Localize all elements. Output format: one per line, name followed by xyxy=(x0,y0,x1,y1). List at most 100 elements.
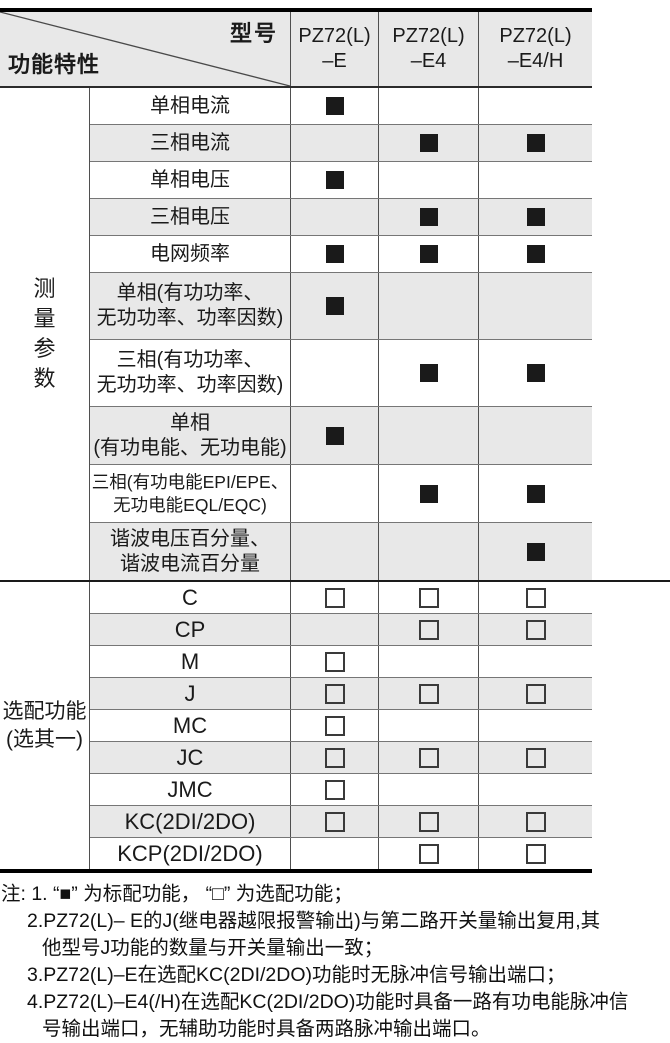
mark-cell xyxy=(378,582,478,613)
feature-label: 电网频率 xyxy=(150,242,230,265)
column-header: PZ72(L) –E4/H xyxy=(478,12,592,86)
optional-feature-mark xyxy=(324,779,345,800)
mark-cell xyxy=(290,273,378,339)
table-row: 单相电流 xyxy=(90,88,592,124)
mark-cell xyxy=(378,88,478,124)
mark-cell xyxy=(478,88,592,124)
table-row: 单相(有功功率、 无功功率、功率因数) xyxy=(90,272,592,339)
table-row: 三相(有功电能EPI/EPE、 无功电能EQL/EQC) xyxy=(90,464,592,522)
mark-cell xyxy=(290,236,378,272)
table-row: 三相(有功功率、 无功功率、功率因数) xyxy=(90,339,592,406)
standard-feature-mark xyxy=(419,484,438,503)
mark-cell xyxy=(290,742,378,773)
feature-label: 三相电压 xyxy=(150,205,230,228)
standard-feature-mark xyxy=(419,245,438,263)
mark-cell xyxy=(378,340,478,406)
standard-feature-mark xyxy=(419,364,438,382)
standard-feature-mark xyxy=(325,245,344,263)
feature-label: CP xyxy=(174,617,206,642)
optional-feature-mark xyxy=(525,843,546,864)
mark-cell xyxy=(378,742,478,773)
mark-cell xyxy=(290,774,378,805)
section-divider xyxy=(0,580,670,582)
optional-feature-mark xyxy=(324,683,345,704)
mark-cell xyxy=(478,199,592,235)
mark-cell xyxy=(290,523,378,580)
mark-cell xyxy=(290,710,378,741)
standard-feature-mark xyxy=(526,364,545,382)
mark-cell xyxy=(478,774,592,805)
feature-label: 三相(有功功率、 无功功率、功率因数) xyxy=(96,349,284,396)
diagonal-header-cell: 型号 功能特性 xyxy=(0,12,290,86)
feature-axis-label: 功能特性 xyxy=(8,52,101,77)
feature-label: KC(2DI/2DO) xyxy=(124,809,256,834)
optional-feature-mark xyxy=(525,747,546,768)
group-label-measurement-parameters: 测量参数 xyxy=(0,88,90,580)
standard-feature-mark xyxy=(325,97,344,115)
notes-block: 注: 1. “■” 为标配功能， “□” 为选配功能； 2.PZ72(L)– E的… xyxy=(1,881,670,1043)
mark-cell xyxy=(290,614,378,645)
group-label-char: 量 xyxy=(33,306,56,331)
group-label-char: 数 xyxy=(33,366,56,391)
note-line: 2.PZ72(L)– E的J(继电器越限报警输出)与第二路开关量输出复用,其 xyxy=(27,910,601,932)
optional-feature-mark xyxy=(418,843,439,864)
optional-feature-mark xyxy=(525,587,546,608)
mark-cell xyxy=(290,646,378,677)
mark-cell xyxy=(478,273,592,339)
table-row: 三相电流 xyxy=(90,124,592,161)
mark-cell xyxy=(290,465,378,522)
mark-cell xyxy=(478,710,592,741)
mark-cell xyxy=(290,407,378,464)
standard-feature-mark xyxy=(526,484,545,503)
mark-cell xyxy=(378,199,478,235)
mark-cell xyxy=(378,710,478,741)
optional-feature-mark xyxy=(525,619,546,640)
mark-cell xyxy=(478,806,592,837)
optional-feature-mark xyxy=(418,747,439,768)
mark-cell xyxy=(290,806,378,837)
table-header-row: 型号 功能特性 PZ72(L) –E PZ72(L) –E4 PZ72(L) –E4… xyxy=(0,12,592,88)
table-row: KC(2DI/2DO) xyxy=(90,805,592,837)
table-row: JMC xyxy=(90,773,592,805)
optional-feature-mark xyxy=(324,715,345,736)
table-row: CP xyxy=(90,613,592,645)
rows-container: C CP M J MC JC JMC KC(2DI/2DO) KCP(2DI/2DO) xyxy=(90,582,592,869)
mark-cell xyxy=(478,614,592,645)
mark-cell xyxy=(478,582,592,613)
table-row: M xyxy=(90,645,592,677)
mark-cell xyxy=(378,678,478,709)
model-axis-label: 型号 xyxy=(229,21,278,46)
table-row: JC xyxy=(90,741,592,773)
optional-feature-mark xyxy=(324,587,345,608)
column-header: PZ72(L) –E4 xyxy=(378,12,478,86)
standard-feature-mark xyxy=(526,245,545,263)
feature-label: J xyxy=(184,681,196,706)
mark-cell xyxy=(478,646,592,677)
section-optional-functions: 选配功能 (选其一) C CP M J MC JC JMC KC(2DI/2DO) KCP(2DI… xyxy=(0,582,592,869)
standard-feature-mark xyxy=(526,208,545,226)
mark-cell xyxy=(378,523,478,580)
mark-cell xyxy=(290,582,378,613)
feature-label: 单相电流 xyxy=(150,94,230,117)
note-line: 3.PZ72(L)–E在选配KC(2DI/2DO)功能时无脉冲信号输出端口； xyxy=(27,964,566,986)
mark-cell xyxy=(478,407,592,464)
feature-label: KCP(2DI/2DO) xyxy=(117,841,263,866)
mark-cell xyxy=(378,614,478,645)
standard-feature-mark xyxy=(325,171,344,189)
mark-cell xyxy=(290,678,378,709)
standard-feature-mark xyxy=(325,426,344,445)
table-row: C xyxy=(90,582,592,613)
feature-label: 谐波电压百分量、 谐波电流百分量 xyxy=(110,527,270,575)
feature-label: 三相(有功电能EPI/EPE、 无功电能EQL/EQC) xyxy=(91,471,289,515)
mark-cell xyxy=(290,125,378,161)
optional-feature-mark xyxy=(324,747,345,768)
mark-cell xyxy=(290,88,378,124)
note-line: 号输出端口，无辅助功能时具备两路脉冲输出端口。 xyxy=(42,1018,491,1040)
mark-cell xyxy=(478,236,592,272)
table-row: 三相电压 xyxy=(90,198,592,235)
mark-cell xyxy=(378,407,478,464)
optional-feature-mark xyxy=(418,683,439,704)
mark-cell xyxy=(478,523,592,580)
mark-cell xyxy=(478,838,592,869)
mark-cell xyxy=(378,646,478,677)
